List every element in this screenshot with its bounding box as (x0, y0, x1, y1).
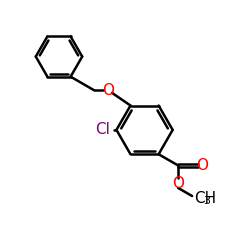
Text: O: O (196, 158, 208, 173)
Text: CH: CH (194, 191, 217, 206)
Text: Cl: Cl (95, 122, 110, 138)
Text: 3: 3 (204, 196, 210, 206)
Text: O: O (172, 176, 184, 190)
Text: O: O (102, 82, 114, 98)
